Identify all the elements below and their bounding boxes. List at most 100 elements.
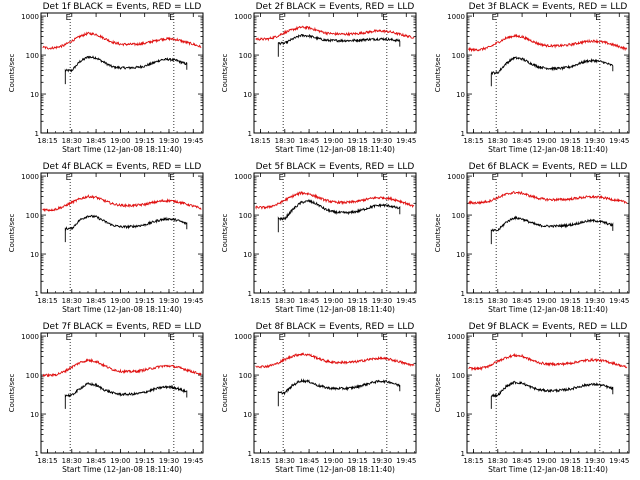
chart-title: Det 8f BLACK = Events, RED = LLD <box>256 322 415 332</box>
y-axis-label: Counts/sec <box>8 374 16 413</box>
x-tick-label: 19:15 <box>135 457 155 465</box>
y-tick-label: 10 <box>243 411 252 419</box>
chart-panel-4: Det 4f BLACK = Events, RED = LLD 1 10 100 10… <box>8 162 204 314</box>
x-axis-label: Start Time (12-Jan-08 18:11:40) <box>275 305 395 314</box>
series-lld-line <box>42 194 202 213</box>
x-tick-label: 19:30 <box>372 297 392 305</box>
y-tick-label: 1000 <box>447 333 465 341</box>
x-tick-label: 19:45 <box>609 137 629 145</box>
x-tick-label: 19:00 <box>110 137 130 145</box>
series-events-line <box>490 215 614 245</box>
y-tick-label: 1 <box>35 290 39 298</box>
series-events-line <box>277 198 401 233</box>
x-tick-label: 19:30 <box>585 137 605 145</box>
x-tick-label: 19:00 <box>323 457 343 465</box>
x-tick-label: 18:15 <box>250 457 270 465</box>
y-axis-label: Counts/sec <box>434 374 442 413</box>
y-axis-label: Counts/sec <box>8 214 16 253</box>
x-tick-label: 19:45 <box>183 137 203 145</box>
y-tick-label: 10 <box>456 411 465 419</box>
x-tick-label: 18:30 <box>275 137 295 145</box>
y-tick-label: 100 <box>26 52 39 60</box>
chart-title: Det 2f BLACK = Events, RED = LLD <box>256 2 415 12</box>
x-tick-label: 19:15 <box>561 297 581 305</box>
y-tick-label: 1000 <box>447 173 465 181</box>
plot-frame <box>466 332 630 454</box>
y-tick-label: 1 <box>248 450 252 458</box>
x-tick-label: 19:15 <box>348 297 368 305</box>
y-tick-label: 10 <box>243 91 252 99</box>
series-lld-line <box>468 352 628 372</box>
y-tick-label: 1000 <box>21 13 39 21</box>
chart-panel-6: Det 6f BLACK = Events, RED = LLD 1 10 100 10… <box>434 162 630 314</box>
plot-frame <box>40 12 204 134</box>
x-tick-label: 19:30 <box>585 297 605 305</box>
x-tick-label: 18:15 <box>37 137 57 145</box>
x-tick-label: 19:45 <box>183 457 203 465</box>
x-tick-label: 18:45 <box>512 457 532 465</box>
x-tick-label: 18:30 <box>62 137 82 145</box>
marker-label: E <box>279 333 284 342</box>
y-tick-label: 10 <box>456 91 465 99</box>
x-axis-label: Start Time (12-Jan-08 18:11:40) <box>488 145 608 154</box>
x-tick-label: 19:30 <box>159 137 179 145</box>
series-lld-line <box>468 33 628 53</box>
x-tick-label: 19:00 <box>536 297 556 305</box>
x-axis-label: Start Time (12-Jan-08 18:11:40) <box>275 145 395 154</box>
y-tick-label: 100 <box>239 372 252 380</box>
y-tick-label: 10 <box>243 251 252 259</box>
y-tick-label: 1 <box>461 130 465 138</box>
x-tick-label: 19:30 <box>372 137 392 145</box>
chart-panel-9: Det 9f BLACK = Events, RED = LLD 1 10 100 10… <box>434 322 630 474</box>
plot-frame <box>40 332 204 454</box>
chart-panel-2: Det 2f BLACK = Events, RED = LLD 1 10 100 10… <box>221 2 417 154</box>
x-axis-label: Start Time (12-Jan-08 18:11:40) <box>275 465 395 474</box>
series-lld-line <box>42 357 202 378</box>
y-tick-label: 1 <box>35 450 39 458</box>
x-tick-label: 18:45 <box>299 457 319 465</box>
y-axis-label: Counts/sec <box>434 214 442 253</box>
plot-frame <box>466 12 630 134</box>
x-tick-label: 18:45 <box>86 457 106 465</box>
x-tick-label: 19:15 <box>561 137 581 145</box>
marker-label: E <box>595 13 600 22</box>
x-tick-label: 18:15 <box>463 457 483 465</box>
marker-label: E <box>279 173 284 182</box>
x-tick-label: 19:30 <box>159 297 179 305</box>
x-tick-label: 18:15 <box>250 297 270 305</box>
x-tick-label: 18:45 <box>299 297 319 305</box>
x-tick-label: 18:30 <box>275 457 295 465</box>
series-events-line <box>64 381 188 409</box>
series-lld-line <box>255 190 415 210</box>
y-tick-label: 1 <box>248 130 252 138</box>
y-tick-label: 1000 <box>234 333 252 341</box>
x-axis-label: Start Time (12-Jan-08 18:11:40) <box>62 145 182 154</box>
x-tick-label: 19:45 <box>609 297 629 305</box>
chart-title: Det 3f BLACK = Events, RED = LLD <box>469 2 628 12</box>
y-tick-label: 100 <box>239 212 252 220</box>
x-tick-label: 19:00 <box>323 297 343 305</box>
x-tick-label: 18:30 <box>62 297 82 305</box>
marker-label: E <box>492 333 497 342</box>
y-axis-label: Counts/sec <box>221 214 229 253</box>
y-tick-label: 100 <box>452 372 465 380</box>
y-tick-label: 1 <box>461 450 465 458</box>
series-events-line <box>277 378 401 407</box>
x-tick-label: 19:00 <box>536 137 556 145</box>
x-tick-label: 19:30 <box>585 457 605 465</box>
chart-panel-5: Det 5f BLACK = Events, RED = LLD 1 10 100 10… <box>221 162 417 314</box>
x-tick-label: 19:00 <box>110 457 130 465</box>
chart-panel-1: Det 1f BLACK = Events, RED = LLD 1 10 100 10… <box>8 2 204 154</box>
y-axis-label: Counts/sec <box>221 374 229 413</box>
marker-label: E <box>382 333 387 342</box>
y-tick-label: 100 <box>26 372 39 380</box>
chart-title: Det 1f BLACK = Events, RED = LLD <box>43 2 202 12</box>
chart-panel-7: Det 7f BLACK = Events, RED = LLD 1 10 100 10… <box>8 322 204 474</box>
series-lld-line <box>255 25 415 42</box>
x-axis-label: Start Time (12-Jan-08 18:11:40) <box>488 465 608 474</box>
marker-label: E <box>492 173 497 182</box>
marker-label: E <box>66 173 71 182</box>
plot-frame <box>253 332 417 454</box>
series-events-line <box>64 55 188 85</box>
chart-title: Det 4f BLACK = Events, RED = LLD <box>43 162 202 172</box>
